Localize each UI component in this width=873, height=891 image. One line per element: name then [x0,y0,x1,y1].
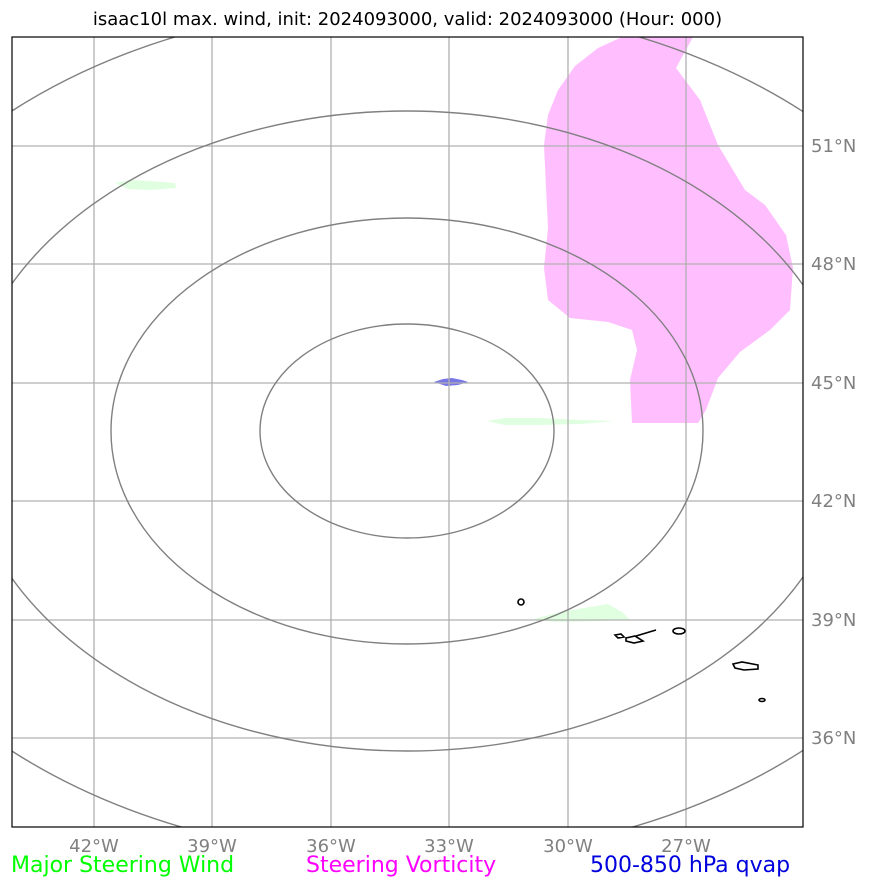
lon-tick-label: 30°W [543,836,593,857]
legend-steering-vorticity: Steering Vorticity [306,853,497,878]
gridlines [12,37,803,827]
lon-tick-label: 27°W [661,836,711,857]
steering-wind-patch [115,180,176,190]
lon-tick-label: 36°W [306,836,356,857]
steering-wind-patch [530,604,630,622]
lon-tick-label: 42°W [69,836,119,857]
lon-tick-label: 33°W [424,836,474,857]
map-title: isaac10l max. wind, init: 2024093000, va… [92,9,723,30]
range-rings [12,37,803,827]
latitude-ticks: 51°N 48°N 45°N 42°N 39°N 36°N [811,136,856,749]
qvap-patch [434,378,468,386]
longitude-ticks: 42°W 39°W 36°W 33°W 30°W 27°W [69,836,711,857]
legend-major-steering-wind: Major Steering Wind [11,853,235,878]
lat-tick-label: 39°N [811,610,856,631]
lat-tick-label: 42°N [811,491,856,512]
coastline [517,598,766,703]
lat-tick-label: 51°N [811,136,856,157]
lat-tick-label: 36°N [811,728,856,749]
map-frame [11,36,804,828]
steering-vorticity-region [544,37,793,423]
lat-tick-label: 45°N [811,373,856,394]
lon-tick-label: 39°W [187,836,237,857]
steering-wind-patch [487,418,615,425]
lat-tick-label: 48°N [811,254,856,275]
legend-qvap: 500-850 hPa qvap [590,853,791,878]
